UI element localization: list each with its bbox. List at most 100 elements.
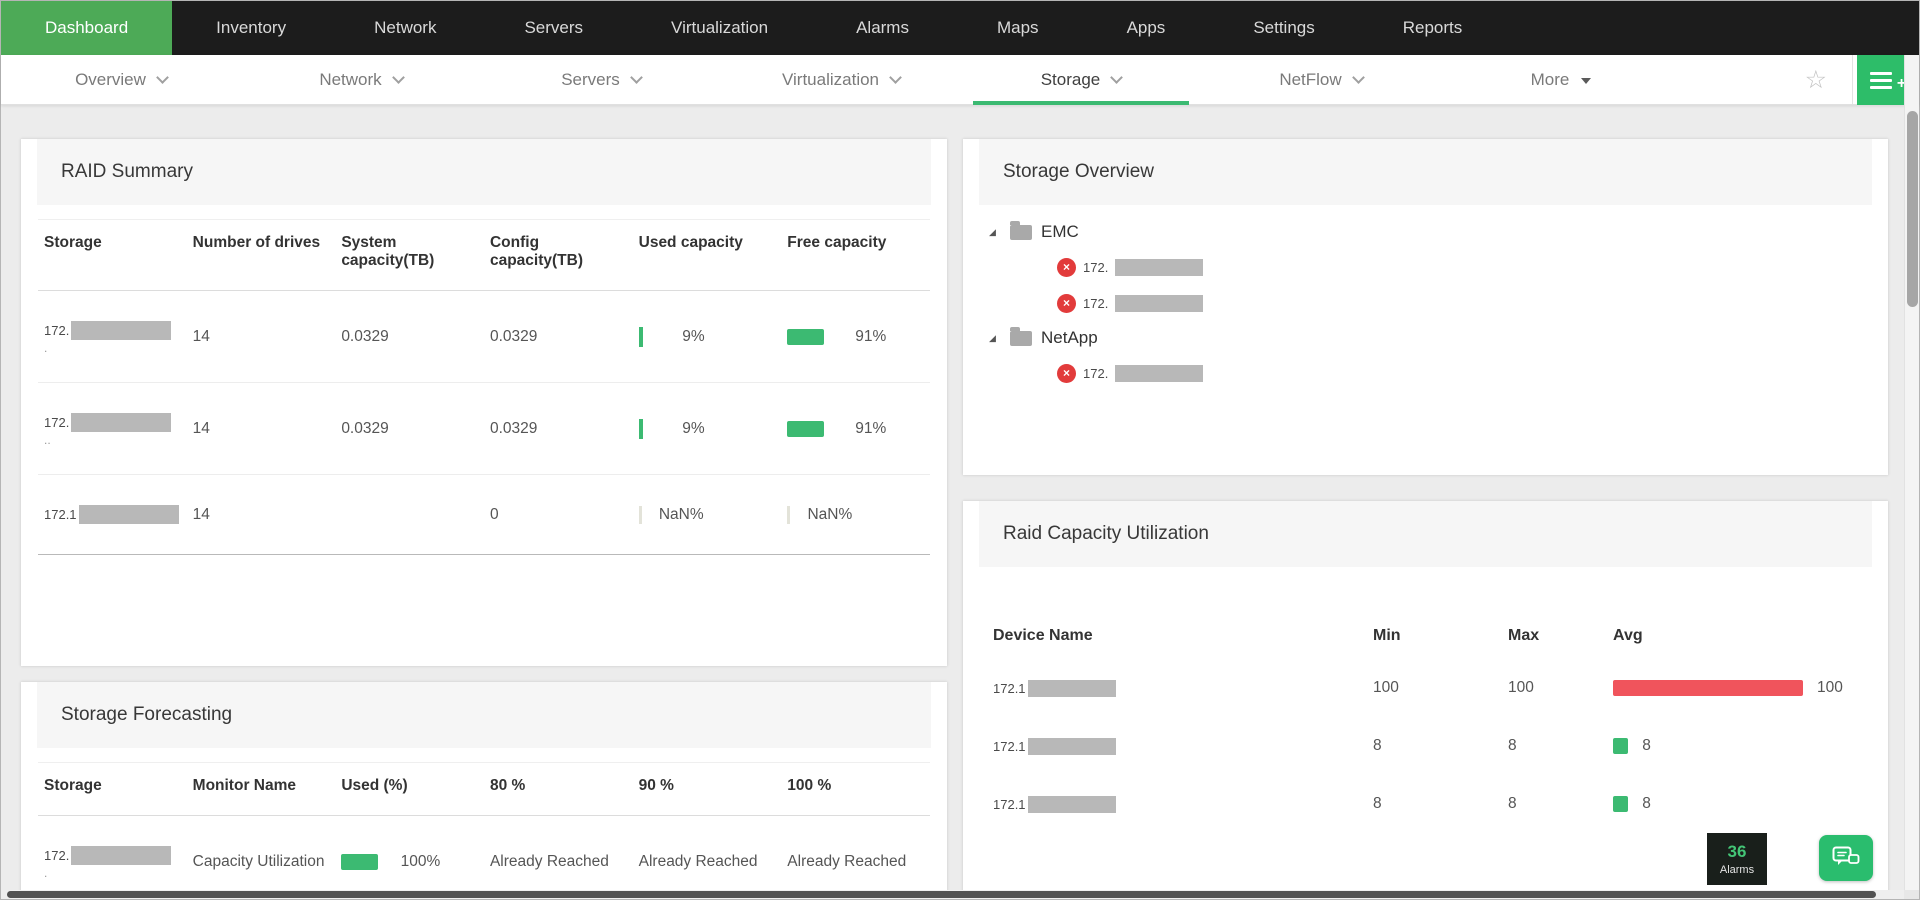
- alarms-count-badge[interactable]: 36 Alarms: [1707, 833, 1767, 885]
- table-row: 172. .. 14 0.0329 0.0329 9%: [38, 383, 930, 475]
- drives-cell: 14: [187, 383, 336, 475]
- subnav-label: More: [1531, 70, 1570, 90]
- subnav-label: Storage: [1041, 70, 1101, 90]
- table-row: 172. . Capacity Utilization 100%: [38, 816, 930, 891]
- device-ip-prefix: 172.1: [993, 797, 1026, 812]
- redacted-device-name: [1115, 259, 1203, 276]
- avg-value: 8: [1642, 737, 1651, 755]
- device-ip-prefix: 172.: [1083, 260, 1108, 275]
- alarms-label: Alarms: [1720, 864, 1754, 876]
- tree-node-emc[interactable]: ◢ EMC: [989, 215, 1888, 249]
- subnav-label: Network: [319, 70, 381, 90]
- collapse-icon[interactable]: ◢: [989, 333, 1001, 344]
- redacted-device-name: [1028, 796, 1116, 813]
- tree-device-item[interactable]: × 172.: [1057, 355, 1888, 391]
- nav-tab-dashboard[interactable]: Dashboard: [1, 1, 172, 55]
- subnav-item-storage[interactable]: Storage: [961, 55, 1201, 104]
- avg-cell: 8: [1613, 795, 1858, 813]
- table-row: 172.1 14 0 NaN%: [38, 475, 930, 555]
- col-device-name: Device Name: [993, 627, 1373, 645]
- subnav-item-overview[interactable]: Overview: [1, 55, 241, 104]
- device-ip-prefix: 172.1: [993, 681, 1026, 696]
- chat-support-button[interactable]: [1819, 835, 1873, 881]
- nav-tab-inventory[interactable]: Inventory: [172, 1, 330, 55]
- subnav-item-netflow[interactable]: NetFlow: [1201, 55, 1441, 104]
- caret-down-icon: [1581, 78, 1591, 84]
- device-name-cell[interactable]: 172.1: [993, 680, 1373, 697]
- system-capacity-cell: 0.0329: [335, 291, 484, 383]
- raid-capacity-header-row: Device Name Min Max Avg: [963, 613, 1888, 659]
- avg-value: 100: [1817, 679, 1843, 697]
- col-system-capacity: System capacity(TB): [335, 220, 484, 291]
- subnav-item-more[interactable]: More: [1441, 55, 1681, 104]
- used-capacity-cell: 9%: [633, 383, 782, 475]
- nav-tab-alarms[interactable]: Alarms: [812, 1, 953, 55]
- monitor-name-cell: Capacity Utilization: [187, 816, 336, 891]
- nav-tab-apps[interactable]: Apps: [1083, 1, 1210, 55]
- avg-utilization-bar: [1613, 796, 1628, 812]
- alarms-count: 36: [1728, 842, 1747, 862]
- drives-cell: 14: [187, 475, 336, 555]
- horizontal-scrollbar-thumb[interactable]: [7, 891, 1876, 898]
- subnav-item-network[interactable]: Network: [241, 55, 481, 104]
- forecast-100-cell: Already Reached: [781, 816, 930, 891]
- redacted-device-name: [1115, 295, 1203, 312]
- tree-device-item[interactable]: × 172.: [1057, 249, 1888, 285]
- raid-summary-panel: RAID Summary Storage Number of drives Sy…: [21, 139, 947, 666]
- redacted-device-name: [71, 413, 171, 432]
- device-ip-prefix: 172.: [44, 415, 69, 430]
- redacted-device-name: [1028, 680, 1116, 697]
- min-value: 8: [1373, 795, 1508, 813]
- hamburger-icon: [1870, 72, 1892, 89]
- chat-icon: [1832, 846, 1860, 870]
- collapse-icon[interactable]: ◢: [989, 227, 1001, 238]
- avg-cell: 8: [1613, 737, 1858, 755]
- device-name-cell[interactable]: 172.1: [993, 796, 1373, 813]
- subnav-label: NetFlow: [1279, 70, 1341, 90]
- critical-status-icon: ×: [1057, 364, 1076, 383]
- chevron-down-icon: [630, 71, 643, 84]
- storage-device-cell[interactable]: 172. ..: [38, 383, 187, 475]
- tree-group-label: NetApp: [1041, 328, 1098, 348]
- nav-tab-network[interactable]: Network: [330, 1, 480, 55]
- vertical-scrollbar[interactable]: [1904, 55, 1919, 890]
- max-value: 8: [1508, 737, 1613, 755]
- device-ip-prefix: 172.: [1083, 366, 1108, 381]
- raid-capacity-row: 172.1 8 8 8: [963, 775, 1888, 833]
- col-80-percent: 80 %: [484, 763, 633, 816]
- chevron-down-icon: [1110, 71, 1123, 84]
- redacted-device-name: [1115, 365, 1203, 382]
- tree-device-item[interactable]: × 172.: [1057, 285, 1888, 321]
- subnav-label: Virtualization: [782, 70, 879, 90]
- device-ip-prefix: 172.1: [44, 507, 77, 522]
- left-column: RAID Summary Storage Number of drives Sy…: [21, 123, 947, 890]
- used-capacity-value: NaN%: [642, 506, 704, 524]
- subnav-item-servers[interactable]: Servers: [481, 55, 721, 104]
- favorite-star-icon[interactable]: ☆: [1805, 65, 1827, 95]
- raid-capacity-panel: Raid Capacity Utilization Device Name Mi…: [963, 501, 1888, 890]
- device-name-cell[interactable]: 172.1: [993, 738, 1373, 755]
- tree-node-netapp[interactable]: ◢ NetApp: [989, 321, 1888, 355]
- col-storage: Storage: [38, 763, 187, 816]
- nav-tab-servers[interactable]: Servers: [480, 1, 627, 55]
- storage-device-cell[interactable]: 172. .: [38, 816, 187, 891]
- storage-device-cell[interactable]: 172.1: [38, 475, 187, 555]
- table-header-row: Storage Number of drives System capacity…: [38, 220, 930, 291]
- device-ip-prefix: 172.: [1083, 296, 1108, 311]
- vertical-scrollbar-thumb[interactable]: [1907, 111, 1918, 307]
- nav-tab-virtualization[interactable]: Virtualization: [627, 1, 812, 55]
- nav-tab-maps[interactable]: Maps: [953, 1, 1083, 55]
- free-capacity-value: NaN%: [790, 506, 852, 524]
- free-capacity-cell: 91%: [781, 291, 930, 383]
- panel-header: Raid Capacity Utilization: [979, 501, 1872, 567]
- config-capacity-cell: 0.0329: [484, 383, 633, 475]
- nav-tab-settings[interactable]: Settings: [1209, 1, 1358, 55]
- nav-tab-reports[interactable]: Reports: [1359, 1, 1507, 55]
- storage-device-cell[interactable]: 172. .: [38, 291, 187, 383]
- used-percent-value: 100%: [378, 853, 440, 871]
- horizontal-scrollbar[interactable]: [1, 890, 1904, 899]
- panel-header: Storage Forecasting: [37, 682, 931, 748]
- subnav-item-virtualization[interactable]: Virtualization: [721, 55, 961, 104]
- avg-utilization-bar: [1613, 738, 1628, 754]
- col-monitor-name: Monitor Name: [187, 763, 336, 816]
